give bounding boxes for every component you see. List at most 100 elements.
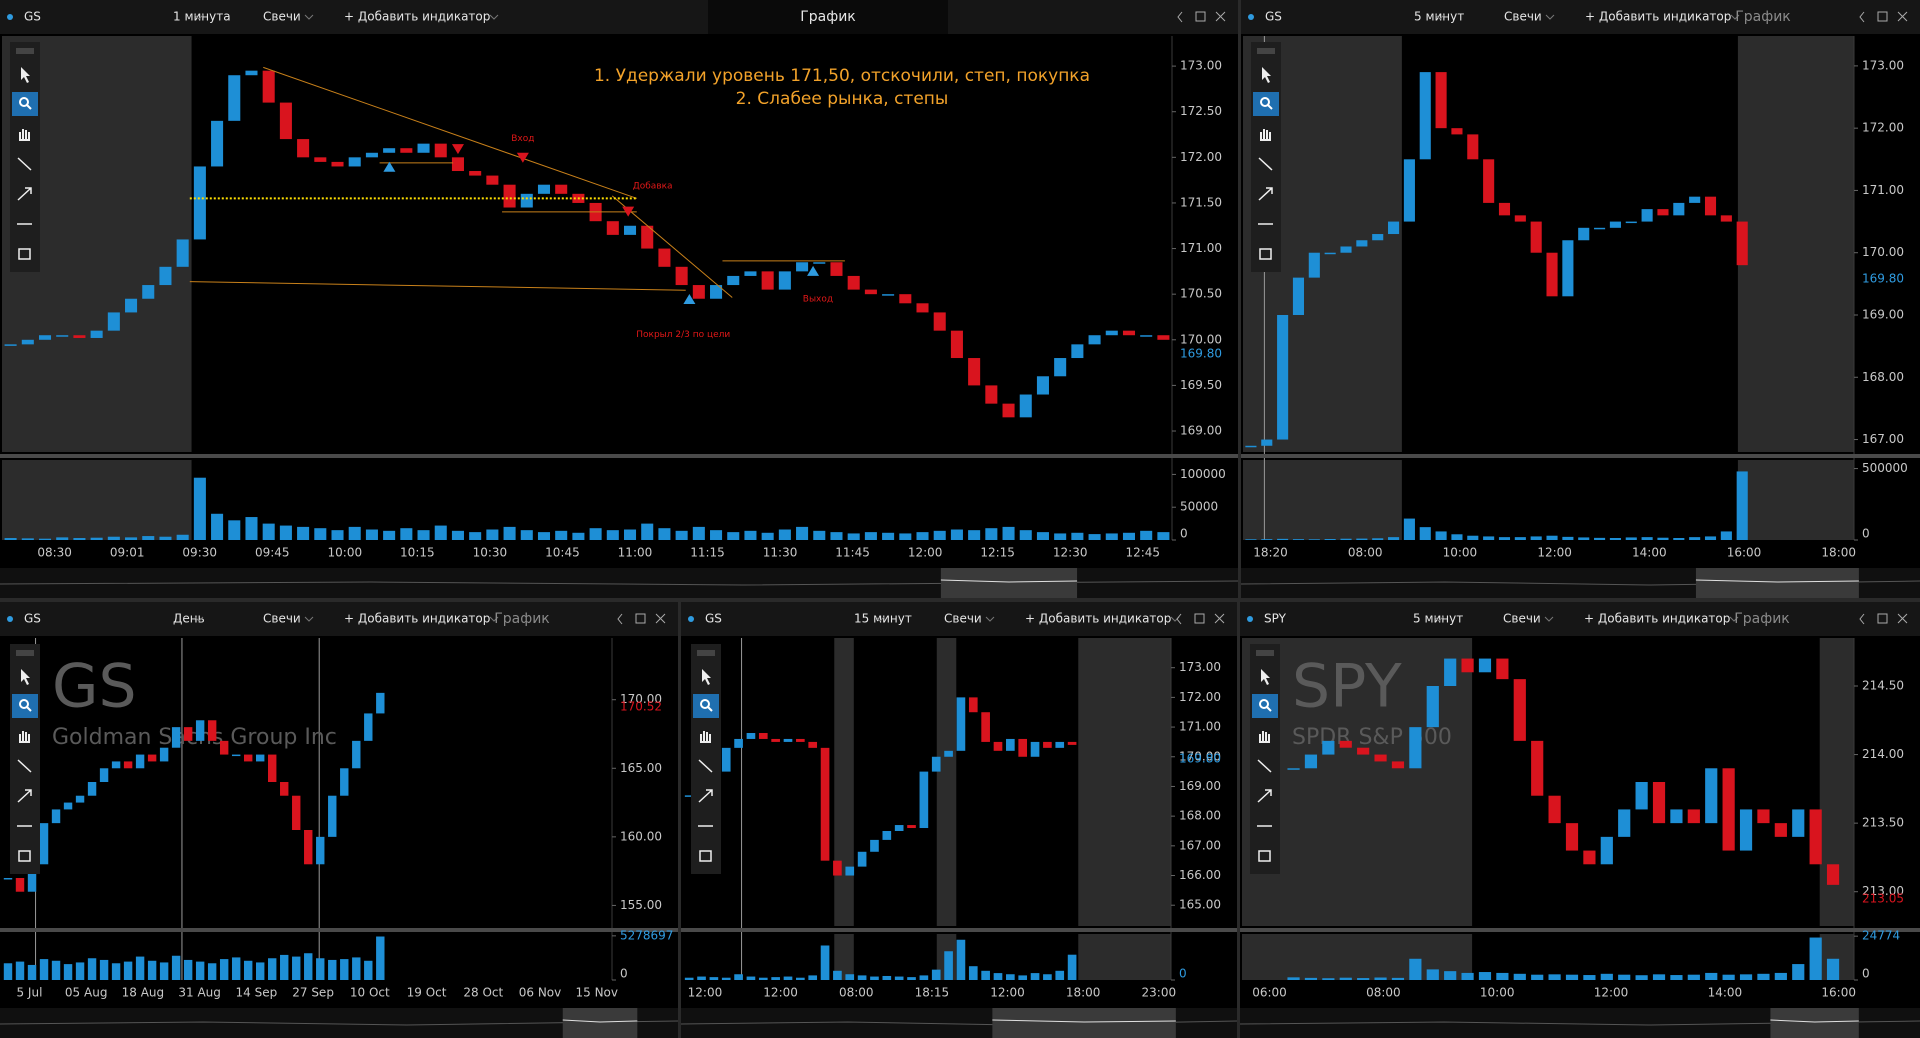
add-indicator[interactable]: + Добавить индикатор — [1584, 612, 1730, 626]
time-tick-label: 08:00 — [1366, 986, 1401, 1000]
symbol[interactable]: GS — [24, 10, 41, 24]
volume-bar — [709, 977, 719, 980]
chart-style[interactable]: Свечи — [1504, 10, 1542, 24]
symbol[interactable]: SPY — [1264, 612, 1287, 626]
navigator-thumb[interactable] — [940, 568, 1078, 598]
tool-rect[interactable] — [18, 850, 31, 862]
drawing-toolbar — [10, 644, 40, 874]
symbol[interactable]: GS — [24, 612, 41, 626]
tool-zoom[interactable] — [19, 699, 29, 709]
tool-zoom-active[interactable] — [693, 694, 719, 718]
time-tick-label: 18 Aug — [122, 986, 165, 1000]
tool-line[interactable] — [17, 157, 32, 171]
candle — [159, 747, 169, 762]
candle — [107, 312, 120, 331]
tab-title[interactable]: График — [494, 611, 550, 627]
tool-cursor[interactable] — [1261, 669, 1270, 685]
add-indicator[interactable]: + Добавить индикатор — [1585, 10, 1731, 24]
tool-arrow[interactable] — [1258, 187, 1273, 201]
tool-line[interactable] — [698, 759, 713, 773]
candle — [1105, 330, 1118, 336]
price-tick-label: 171.00 — [1862, 183, 1904, 197]
tool-rect[interactable] — [699, 850, 712, 862]
add-indicator[interactable]: + Добавить индикатор — [1025, 612, 1171, 626]
candle — [771, 738, 780, 742]
trend-line — [611, 195, 733, 298]
chart-style[interactable]: Свечи — [263, 10, 301, 24]
tool-arrow[interactable] — [17, 789, 32, 803]
navigator-thumb[interactable] — [992, 1008, 1176, 1038]
collapse-button[interactable] — [1177, 11, 1183, 23]
tool-arrow[interactable] — [698, 789, 713, 803]
candle — [314, 157, 327, 162]
navigator-thumb[interactable] — [562, 1008, 638, 1038]
close-button[interactable] — [1214, 613, 1225, 624]
add-indicator[interactable]: + Добавить индикатор — [344, 612, 490, 626]
tool-zoom[interactable] — [700, 699, 710, 709]
maximize-button[interactable] — [1877, 613, 1888, 624]
maximize-button[interactable] — [1194, 613, 1205, 624]
chart-style[interactable]: Свечи — [263, 612, 301, 626]
tool-hand[interactable] — [19, 731, 30, 743]
tab-title[interactable]: График — [1735, 9, 1791, 25]
candle — [916, 303, 929, 313]
collapse-button[interactable] — [1859, 613, 1865, 625]
tool-cursor[interactable] — [1262, 67, 1271, 83]
chart-style[interactable]: Свечи — [944, 612, 982, 626]
tool-zoom[interactable] — [1260, 97, 1270, 107]
tool-arrow[interactable] — [1257, 789, 1272, 803]
tool-arrow[interactable] — [17, 187, 32, 201]
tool-line[interactable] — [17, 759, 32, 773]
collapse-button[interactable] — [1859, 11, 1865, 23]
tool-zoom-active[interactable] — [1253, 92, 1279, 116]
tool-hand[interactable] — [1259, 731, 1270, 743]
dropdown-arrow — [304, 616, 314, 622]
tool-rect[interactable] — [1259, 248, 1272, 260]
chart-style[interactable]: Свечи — [1503, 612, 1541, 626]
close-button[interactable] — [655, 613, 666, 624]
tool-line[interactable] — [1257, 759, 1272, 773]
volume-bar — [400, 528, 413, 540]
interval[interactable]: 5 минут — [1414, 10, 1464, 24]
tool-zoom-active[interactable] — [1252, 694, 1278, 718]
tool-cursor[interactable] — [21, 669, 30, 685]
toolbar-grip — [1256, 650, 1274, 656]
volume-bar — [968, 966, 978, 980]
navigator-thumb[interactable] — [1695, 568, 1859, 598]
collapse-button[interactable] — [617, 613, 623, 625]
tool-zoom[interactable] — [1259, 699, 1269, 709]
add-indicator[interactable]: + Добавить индикатор — [344, 10, 490, 24]
dropdown-arrow — [194, 14, 204, 20]
volume-bar — [1757, 973, 1770, 980]
symbol[interactable]: GS — [705, 612, 722, 626]
maximize-button[interactable] — [1877, 11, 1888, 22]
tool-zoom-active[interactable] — [12, 694, 38, 718]
tool-zoom-active[interactable] — [12, 92, 38, 116]
tool-rect[interactable] — [1258, 850, 1271, 862]
close-button[interactable] — [1897, 11, 1908, 22]
close-button[interactable] — [1897, 613, 1908, 624]
tool-cursor[interactable] — [702, 669, 711, 685]
interval[interactable]: День — [173, 612, 205, 626]
collapse-button[interactable] — [1176, 613, 1182, 625]
close-button[interactable] — [1215, 11, 1226, 22]
tool-hand[interactable] — [19, 129, 30, 141]
tool-cursor[interactable] — [21, 67, 30, 83]
tool-rect[interactable] — [18, 248, 31, 260]
price-tick-label: 171.00 — [1180, 241, 1222, 255]
price-tick-label: 167.00 — [1862, 432, 1904, 446]
tool-zoom[interactable] — [19, 97, 29, 107]
interval[interactable]: 5 минут — [1413, 612, 1463, 626]
navigator-thumb[interactable] — [1770, 1008, 1859, 1038]
symbol[interactable]: GS — [1265, 10, 1282, 24]
maximize-button[interactable] — [1195, 11, 1206, 22]
tool-hand[interactable] — [1260, 129, 1271, 141]
tool-line[interactable] — [1258, 157, 1273, 171]
tool-hand[interactable] — [700, 731, 711, 743]
drawing-toolbar — [1250, 644, 1280, 874]
tab-title[interactable]: График — [800, 9, 856, 25]
tab-title[interactable]: График — [1734, 611, 1790, 627]
maximize-button[interactable] — [635, 613, 646, 624]
volume-bar — [1548, 974, 1561, 980]
candle — [1444, 658, 1457, 686]
